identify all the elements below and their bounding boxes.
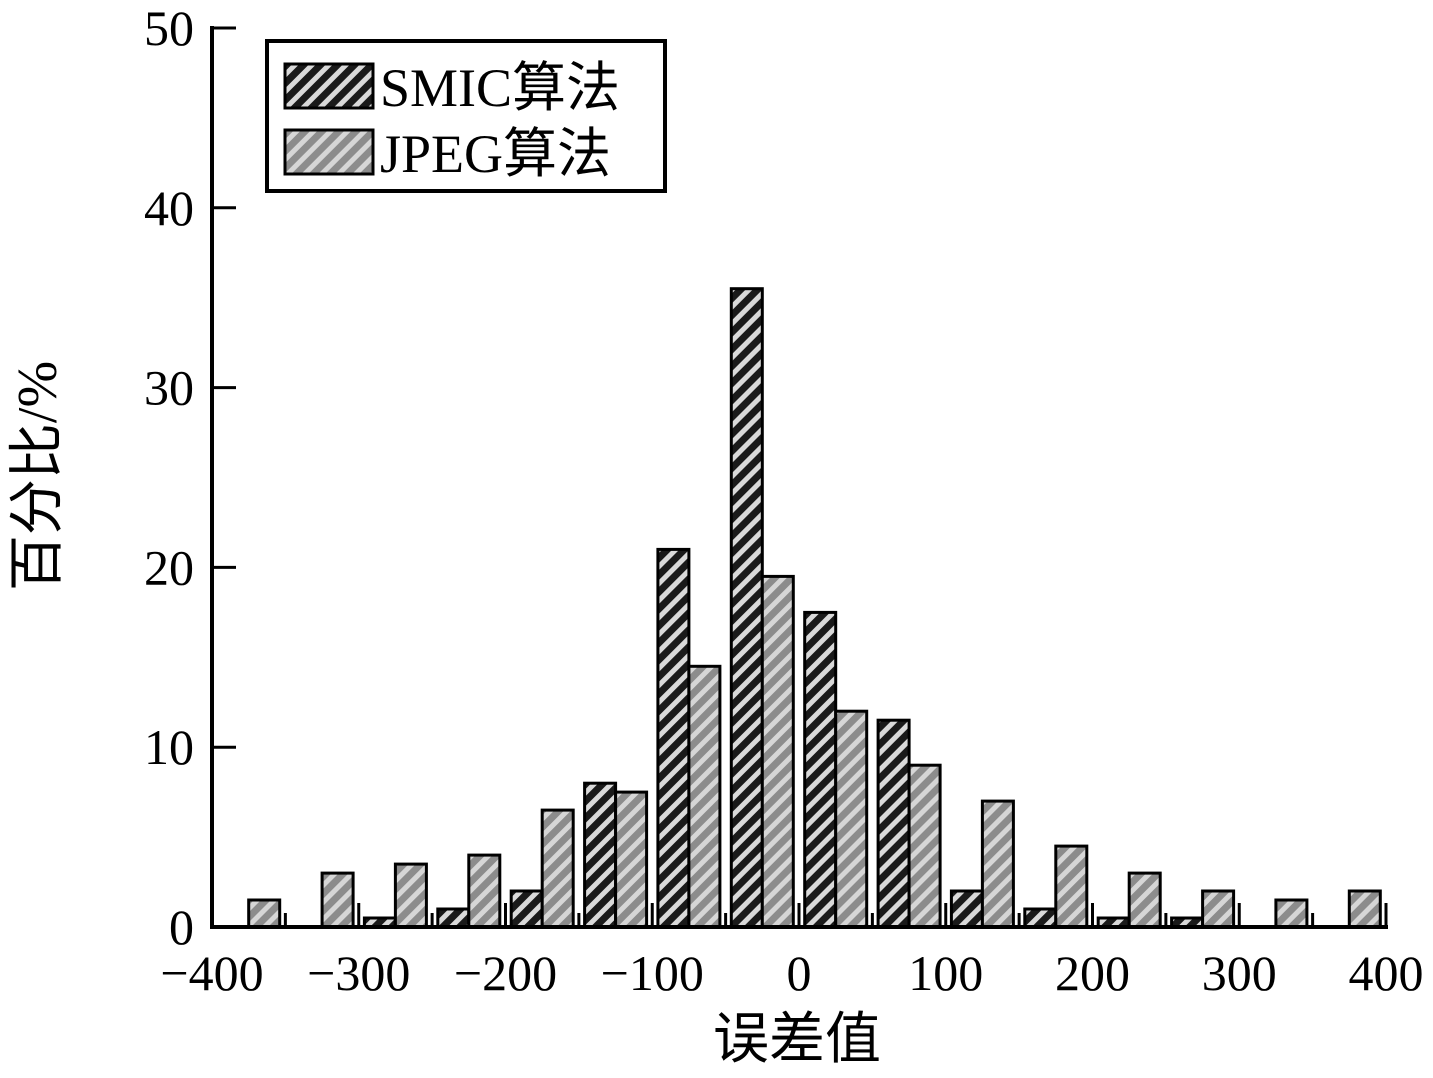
jpeg-bar-225 xyxy=(1127,871,1162,929)
smic-bar--25 xyxy=(729,287,764,929)
y-tick-label: 20 xyxy=(144,539,194,595)
x-tick-label: −100 xyxy=(601,945,704,1001)
legend-label-jpeg: JPEG算法 xyxy=(380,124,611,184)
x-tick-label: −300 xyxy=(307,945,410,1001)
jpeg-bar--275 xyxy=(393,862,428,929)
legend-swatch-smic xyxy=(283,62,375,110)
smic-bar--175 xyxy=(509,889,544,929)
x-axis-title: 误差值 xyxy=(713,1009,881,1071)
smic-bar-25 xyxy=(803,610,838,929)
jpeg-bar-325 xyxy=(1274,898,1309,929)
x-tick-label: −200 xyxy=(454,945,557,1001)
smic-bar-75 xyxy=(876,718,911,929)
jpeg-bar-175 xyxy=(1054,844,1089,929)
y-axis-title: 百分比/% xyxy=(7,361,69,591)
y-tick-label: 30 xyxy=(144,360,194,416)
y-ticks-group: 0 10 20 30 40 50 xyxy=(144,0,236,955)
bars-group xyxy=(247,287,1382,929)
legend: SMIC算法 JPEG算法 xyxy=(265,39,667,193)
y-tick-label: 50 xyxy=(144,0,194,56)
x-tick-label: 300 xyxy=(1202,945,1277,1001)
y-tick-label: 0 xyxy=(169,899,194,955)
jpeg-bar--175 xyxy=(540,808,575,929)
smic-bar-125 xyxy=(949,889,984,929)
jpeg-bar--125 xyxy=(614,790,649,929)
jpeg-bar--325 xyxy=(320,871,355,929)
smic-bar--75 xyxy=(656,547,691,929)
x-tick-label: −400 xyxy=(160,945,263,1001)
jpeg-bar-375 xyxy=(1347,889,1382,929)
x-ticks-group: −400 −300 −200 −100 0 100 200 300 400 xyxy=(160,903,1424,1001)
jpeg-bar--375 xyxy=(247,898,282,929)
x-tick-label: 400 xyxy=(1349,945,1424,1001)
jpeg-bar-75 xyxy=(907,763,942,929)
jpeg-bar-25 xyxy=(834,709,869,929)
x-tick-label: 100 xyxy=(908,945,983,1001)
jpeg-bar--25 xyxy=(760,574,795,929)
legend-label-smic: SMIC算法 xyxy=(380,58,620,118)
y-tick-label: 40 xyxy=(144,180,194,236)
jpeg-bar--225 xyxy=(467,853,502,929)
y-tick-label: 10 xyxy=(144,719,194,775)
jpeg-bar-275 xyxy=(1201,889,1236,929)
legend-swatch-jpeg xyxy=(283,128,375,176)
jpeg-bar-125 xyxy=(980,799,1015,929)
smic-bar-175 xyxy=(1023,907,1058,929)
smic-bar--125 xyxy=(583,781,618,929)
x-tick-label: 0 xyxy=(787,945,812,1001)
x-tick-label: 200 xyxy=(1055,945,1130,1001)
jpeg-bar--75 xyxy=(687,664,722,929)
smic-bar--225 xyxy=(436,907,471,929)
